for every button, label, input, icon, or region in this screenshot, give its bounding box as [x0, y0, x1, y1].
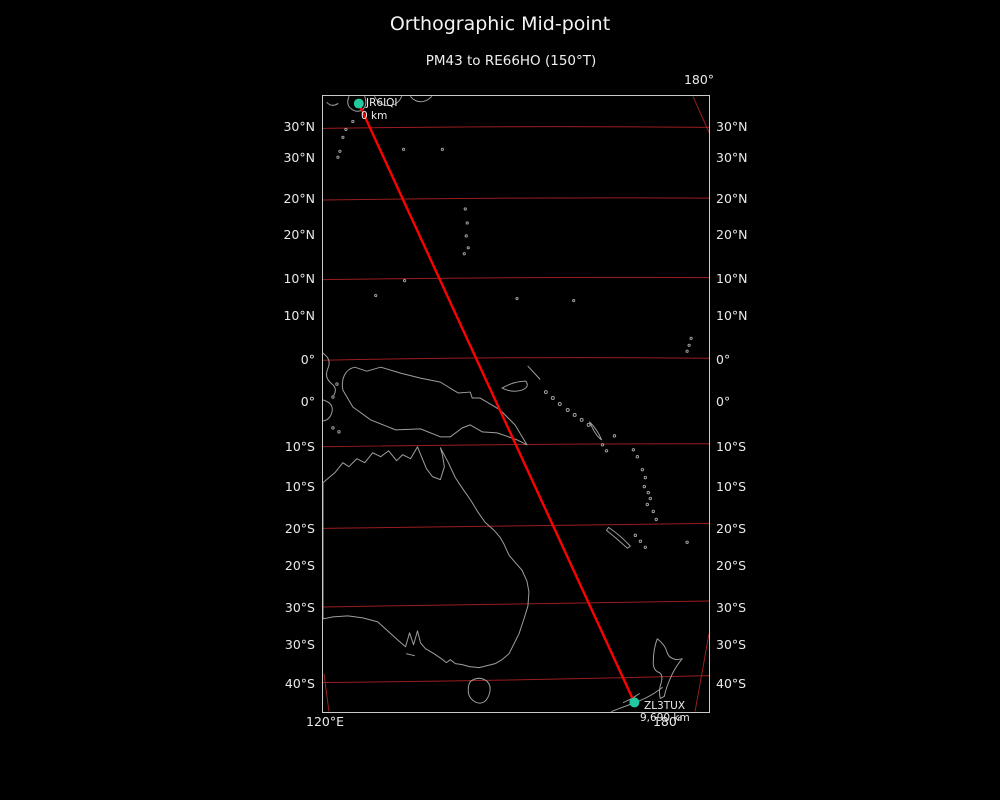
lat-tick-right: 0°: [716, 394, 731, 409]
lat-tick-left: 20°S: [284, 521, 315, 536]
subtitle: PM43 to RE66HO (150°T): [425, 53, 597, 69]
lat-tick-right: 10°S: [716, 479, 747, 494]
lat-tick-right: 30°S: [716, 600, 747, 615]
lat-tick-left: 0°: [300, 394, 315, 409]
graticule-parallels: [323, 126, 709, 684]
lat-tick-right: 30°N: [716, 150, 748, 165]
lat-tick-left: 30°S: [284, 600, 315, 615]
lat-tick-left: 0°: [300, 352, 315, 367]
end-marker-distance: 9,690 km: [640, 712, 690, 724]
end-marker-dot: [629, 697, 640, 708]
graticule-meridians: [323, 96, 709, 712]
lat-tick-right: 20°N: [716, 227, 748, 242]
route-line: [357, 102, 636, 704]
lat-tick-right: 30°S: [716, 637, 747, 652]
lat-tick-right: 20°N: [716, 191, 748, 206]
lat-tick-right: 40°S: [716, 676, 747, 691]
lat-tick-right: 30°N: [716, 119, 748, 134]
lat-tick-left: 20°N: [283, 227, 315, 242]
lat-tick-right: 20°S: [716, 558, 747, 573]
lat-tick-left: 10°S: [284, 439, 315, 454]
map-plot-area: [322, 95, 710, 713]
lon-tick-top-right: 180°: [683, 72, 715, 87]
lat-tick-left: 30°N: [283, 150, 315, 165]
lat-tick-left: 30°S: [284, 637, 315, 652]
lon-tick-bottom-right: 180°: [652, 714, 684, 729]
lat-tick-right: 10°S: [716, 439, 747, 454]
lat-tick-right: 10°N: [716, 308, 748, 323]
page-title: Orthographic Mid-point: [389, 13, 611, 35]
lon-tick-bottom-left: 120°E: [305, 714, 345, 729]
lat-tick-left: 20°S: [284, 558, 315, 573]
lat-tick-left: 10°N: [283, 308, 315, 323]
start-marker-callsign: JR6IQI: [366, 97, 398, 109]
lat-tick-left: 10°N: [283, 271, 315, 286]
lat-tick-right: 20°S: [716, 521, 747, 536]
map-svg: [323, 96, 709, 712]
lat-tick-left: 20°N: [283, 191, 315, 206]
lat-tick-left: 10°S: [284, 479, 315, 494]
start-marker-dot: [353, 98, 364, 109]
start-marker-distance: 0 km: [361, 110, 388, 122]
lat-tick-left: 40°S: [284, 676, 315, 691]
lat-tick-right: 0°: [716, 352, 731, 367]
end-marker-callsign: ZL3TUX: [644, 700, 686, 712]
coastlines: [323, 96, 693, 712]
lat-tick-left: 30°N: [283, 119, 315, 134]
lat-tick-right: 10°N: [716, 271, 748, 286]
